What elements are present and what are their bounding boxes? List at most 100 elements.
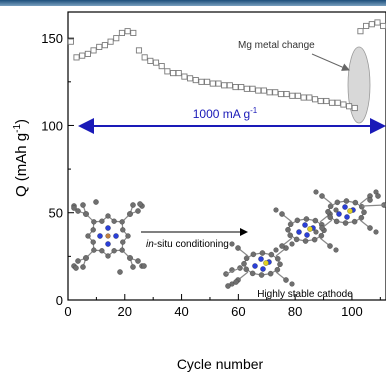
- metal-atom: [307, 226, 313, 232]
- data-point: [118, 29, 125, 36]
- data-point: [124, 28, 131, 35]
- carbon-atom: [130, 264, 136, 270]
- carbon-atom: [85, 233, 91, 239]
- bond: [225, 267, 241, 275]
- data-point: [272, 89, 279, 96]
- carbon-atom: [75, 208, 81, 214]
- carbon-atom: [249, 270, 256, 277]
- carbon-atom: [333, 218, 340, 225]
- current-label: 1000 mA g-1: [193, 106, 258, 121]
- data-point: [306, 94, 313, 101]
- x-tick-label: 40: [174, 304, 188, 319]
- data-point: [215, 80, 222, 87]
- data-point: [238, 84, 245, 91]
- carbon-atom: [289, 281, 295, 287]
- carbon-atom: [287, 221, 294, 228]
- carbon-atom: [117, 269, 123, 275]
- y-tick-label: 100: [41, 118, 63, 133]
- data-point: [277, 90, 284, 98]
- data-point: [175, 70, 182, 77]
- carbon-atom: [273, 207, 279, 213]
- mg-change-label: Mg metal change: [238, 40, 315, 51]
- nitrogen-atom: [344, 214, 350, 220]
- carbon-atom: [229, 241, 235, 247]
- carbon-atom: [259, 250, 266, 256]
- carbon-atom: [358, 214, 365, 221]
- carbon-atom: [80, 264, 86, 270]
- carbon-atom: [343, 198, 350, 204]
- y-axis: 0 50 100 150: [41, 31, 74, 308]
- conditioning-label-prefix: in: [146, 239, 154, 250]
- carbon-atom: [241, 260, 247, 267]
- cathode-label: Highly stable cathode: [257, 289, 353, 300]
- carbon-atom: [318, 232, 325, 239]
- carbon-atom: [333, 207, 339, 213]
- data-point: [67, 38, 74, 45]
- carbon-atom: [99, 248, 105, 254]
- data-point: [311, 96, 319, 103]
- carbon-atom: [90, 227, 96, 233]
- y-axis-label-close: ): [13, 119, 30, 124]
- data-point: [221, 82, 228, 89]
- nitrogen-atom: [258, 256, 264, 262]
- y-axis-label-main: Q (mAh g: [13, 133, 30, 197]
- data-point: [181, 73, 188, 80]
- carbon-atom: [137, 201, 143, 207]
- data-point: [90, 47, 97, 54]
- carbon-atom: [367, 197, 373, 203]
- data-point: [368, 21, 375, 28]
- carbon-atom: [125, 233, 131, 239]
- carbon-atom: [111, 248, 117, 254]
- data-point: [340, 101, 347, 108]
- carbon-atom: [327, 243, 333, 249]
- carbon-atom: [279, 243, 285, 249]
- carbon-atom: [312, 217, 319, 224]
- current-label-sup: -1: [250, 106, 258, 115]
- carbon-atom: [285, 226, 291, 233]
- current-label-main: 1000 mA g: [193, 107, 250, 121]
- carbon-atom: [294, 217, 301, 224]
- data-point: [147, 57, 154, 64]
- carbon-atom: [313, 229, 319, 235]
- data-point: [351, 104, 358, 112]
- carbon-atom: [319, 225, 325, 231]
- carbon-atom: [73, 265, 79, 271]
- data-point: [266, 89, 273, 96]
- porphyrin-molecule-illustration: [71, 199, 147, 275]
- carbon-atom: [275, 255, 281, 262]
- carbon-atom: [243, 266, 249, 273]
- nitrogen-atom: [97, 233, 103, 239]
- carbon-atom: [119, 247, 125, 253]
- carbon-atom: [267, 270, 274, 277]
- data-point: [101, 42, 108, 49]
- conditioning-label: in-situ conditioning: [146, 239, 229, 250]
- carbon-atom: [327, 214, 333, 221]
- carbon-atom: [83, 211, 89, 217]
- carbon-atom: [283, 277, 289, 283]
- carbon-atom: [250, 251, 257, 258]
- carbon-atom: [75, 258, 81, 264]
- data-point: [107, 38, 114, 45]
- x-axis-label: Cycle number: [177, 356, 264, 372]
- data-point: [346, 103, 353, 110]
- data-point: [187, 75, 194, 82]
- mg-change-pointer: [311, 53, 350, 71]
- carbon-atom: [235, 245, 241, 251]
- carbon-atom: [319, 193, 325, 199]
- data-point: [380, 22, 386, 30]
- nitrogen-atom: [105, 241, 111, 247]
- nitrogen-atom: [302, 222, 308, 228]
- x-tick-label: 80: [288, 304, 302, 319]
- x-tick-label: 20: [118, 304, 132, 319]
- data-point: [130, 29, 137, 36]
- carbon-atom: [287, 232, 293, 239]
- data-point: [363, 22, 370, 30]
- carbon-atom: [93, 199, 99, 205]
- data-point: [164, 68, 171, 75]
- metal-atom: [105, 233, 111, 239]
- carbon-atom: [71, 205, 77, 211]
- carbon-atom: [80, 202, 86, 208]
- carbon-atom: [361, 209, 367, 216]
- carbon-atom: [130, 202, 136, 208]
- conditioning-label-suffix: -situ conditioning: [154, 239, 229, 250]
